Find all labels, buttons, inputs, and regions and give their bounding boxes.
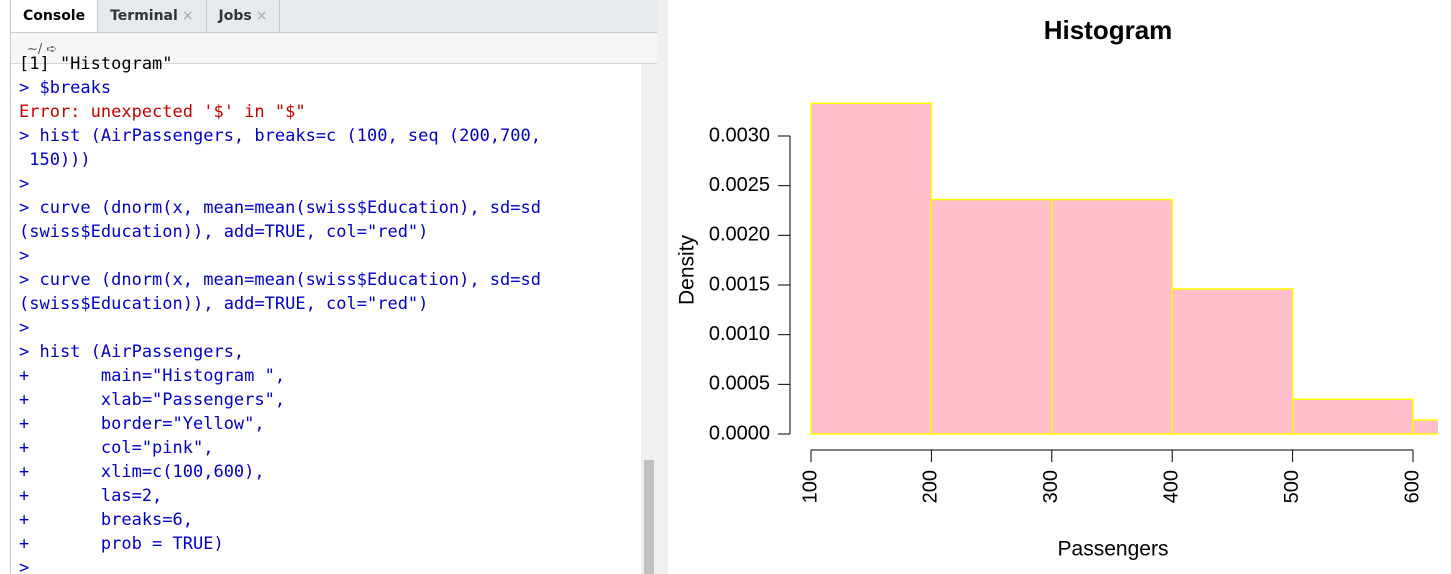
console-line: + las=2, [19, 486, 163, 506]
working-dir[interactable]: ~/ [27, 42, 43, 57]
tab-close[interactable]: × [255, 8, 268, 24]
console-line: > curve (dnorm(x, mean=mean(swiss$Educat… [19, 270, 541, 290]
console-line: + col="pink", [19, 438, 214, 458]
histogram-bar [1291, 398, 1414, 435]
console-line: > [19, 558, 30, 574]
tab-label[interactable]: Console [23, 8, 86, 24]
y-tick-label: 0.0005 [709, 373, 770, 395]
console-line: Error: unexpected '$' in "$" [19, 102, 306, 122]
y-tick-label: 0.0000 [709, 422, 770, 444]
console-line: [1] "Histogram" [19, 54, 173, 74]
tab[interactable]: Console [11, 0, 99, 32]
tab[interactable]: Jobs × [207, 0, 281, 32]
path-bar: ~/ ➪ [11, 33, 657, 64]
console-line: + xlim=c(100,600), [19, 462, 265, 482]
tab-close[interactable]: × [181, 8, 194, 24]
y-tick-label: 0.0030 [709, 124, 770, 146]
x-tick-label: 400 [1160, 470, 1182, 503]
tab-label[interactable]: Jobs [218, 8, 252, 24]
console-line: (swiss$Education)), add=TRUE, col="red") [19, 222, 429, 242]
console-line: > [19, 318, 30, 338]
console-line: + main="Histogram ", [19, 366, 286, 386]
console-line: + prob = TRUE) [19, 534, 224, 554]
histogram-bar [1171, 288, 1294, 435]
console-line: > [19, 174, 30, 194]
console-line: > $breaks [19, 78, 112, 98]
tab-bar: Console Terminal × Jobs × [11, 0, 657, 33]
console-line: 150))) [19, 150, 91, 170]
histogram-bar [1051, 198, 1173, 435]
console-line: > hist (AirPassengers, [19, 342, 245, 362]
y-axis-label: Density [676, 234, 699, 305]
console-output[interactable]: [1] "Histogram" > $breaks Error: unexpecte… [11, 52, 641, 574]
histogram-bar [810, 102, 933, 435]
pane-splitter[interactable] [657, 0, 668, 574]
console-pane: Console Terminal × Jobs × ~/ ➪ [1] "Histogra… [10, 0, 658, 574]
histogram-bar [1412, 419, 1438, 435]
y-tick-label: 0.0015 [709, 273, 770, 295]
console-line: (swiss$Education)), add=TRUE, col="red") [19, 294, 429, 314]
tab-label[interactable]: Terminal [110, 8, 178, 24]
x-tick-label: 300 [1040, 470, 1062, 503]
console-line: + border="Yellow", [19, 414, 265, 434]
console-line: + breaks=6, [19, 510, 193, 530]
console-line: > hist (AirPassengers, breaks=c (100, se… [19, 126, 541, 146]
console-line: > curve (dnorm(x, mean=mean(swiss$Educat… [19, 198, 541, 218]
x-tick-label: 600 [1401, 470, 1423, 503]
y-tick-label: 0.0020 [709, 224, 770, 246]
y-tick-label: 0.0025 [709, 174, 770, 196]
x-tick-label: 100 [799, 470, 821, 503]
x-axis-label: Passengers [1058, 538, 1169, 561]
console-line: + xlab="Passengers", [19, 390, 286, 410]
tab[interactable]: Terminal × [98, 0, 207, 32]
scroll-thumb[interactable] [644, 460, 654, 574]
chart-title: Histogram [1044, 15, 1173, 45]
histogram-bar [930, 198, 1053, 435]
x-tick-label: 200 [920, 470, 942, 503]
scrollbar[interactable] [641, 64, 657, 574]
x-tick-label: 500 [1281, 470, 1303, 503]
y-tick-label: 0.0010 [709, 323, 770, 345]
console-line: > [19, 246, 30, 266]
plot: Histogram Passengers Density 0.0000 0.000… [676, 15, 1438, 561]
